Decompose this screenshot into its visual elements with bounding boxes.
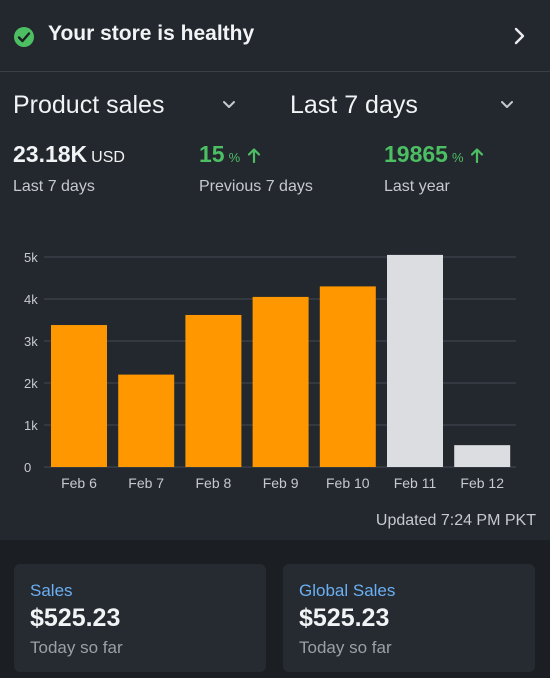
period-dropdown-label: Last 7 days: [290, 90, 418, 119]
period-dropdown[interactable]: Last 7 days: [290, 88, 525, 122]
sales-card[interactable]: Sales $525.23 Today so far: [14, 564, 266, 672]
metric-last-year: 19865% Last year: [384, 141, 484, 196]
x-tick-label: Feb 10: [326, 475, 370, 491]
metric-label: Last year: [384, 178, 450, 195]
metric-dropdown-label: Product sales: [13, 90, 165, 119]
metric-label: Last 7 days: [13, 178, 95, 195]
metric-last-7-days: 23.18K USD Last 7 days: [13, 141, 125, 196]
y-tick-label: 0: [24, 460, 31, 475]
chart-bar: [454, 445, 511, 467]
x-tick-label: Feb 11: [394, 475, 437, 491]
y-tick-label: 2k: [24, 376, 38, 391]
y-tick-label: 4k: [24, 292, 38, 307]
card-subtitle: Today so far: [30, 638, 123, 657]
metric-value: 19865%: [384, 141, 484, 168]
chevron-down-icon: [501, 101, 513, 108]
metric-unit: USD: [91, 149, 125, 166]
metric-unit: %: [451, 150, 464, 165]
chevron-down-icon: [223, 101, 235, 108]
card-title: Global Sales: [299, 581, 396, 600]
store-health-banner[interactable]: Your store is healthy: [0, 0, 550, 72]
arrow-up-icon: [470, 148, 484, 164]
card-value: $525.23: [299, 604, 390, 632]
arrow-up-icon: [247, 148, 260, 164]
metric-dropdown[interactable]: Product sales: [13, 88, 243, 122]
x-tick-label: Feb 12: [460, 475, 504, 491]
store-health-title: Your store is healthy: [48, 22, 255, 45]
metric-previous-7-days: 15% Previous 7 days: [199, 141, 313, 196]
chart-bar: [252, 296, 309, 467]
chart-bar: [118, 374, 175, 467]
chart-bar: [319, 286, 376, 467]
metric-value: 23.18K USD: [13, 141, 125, 167]
metric-label: Previous 7 days: [199, 178, 313, 195]
y-tick-label: 5k: [24, 250, 38, 265]
check-circle-icon: [14, 27, 34, 47]
x-tick-label: Feb 8: [195, 475, 231, 491]
y-tick-label: 1k: [24, 418, 38, 433]
global-sales-card[interactable]: Global Sales $525.23 Today so far: [283, 564, 535, 672]
card-title: Sales: [30, 581, 73, 600]
updated-timestamp: Updated 7:24 PM PKT: [375, 512, 536, 529]
card-value: $525.23: [30, 604, 121, 632]
metric-value: 15%: [199, 141, 313, 168]
x-tick-label: Feb 7: [128, 475, 164, 491]
x-tick-label: Feb 9: [263, 475, 299, 491]
card-subtitle: Today so far: [299, 638, 392, 657]
chevron-right-icon[interactable]: [510, 25, 530, 47]
chart-bar: [185, 314, 242, 467]
chart-bar: [51, 325, 107, 467]
chart-bar: [387, 254, 443, 467]
y-tick-label: 3k: [24, 334, 38, 349]
sales-bar-chart: 0 1k 2k 3k 4k 5k Feb 6 Feb 7 Feb 8 Feb 9 Feb 10 Feb…: [24, 250, 516, 491]
x-tick-label: Feb 6: [61, 475, 97, 491]
metric-unit: %: [228, 150, 241, 165]
